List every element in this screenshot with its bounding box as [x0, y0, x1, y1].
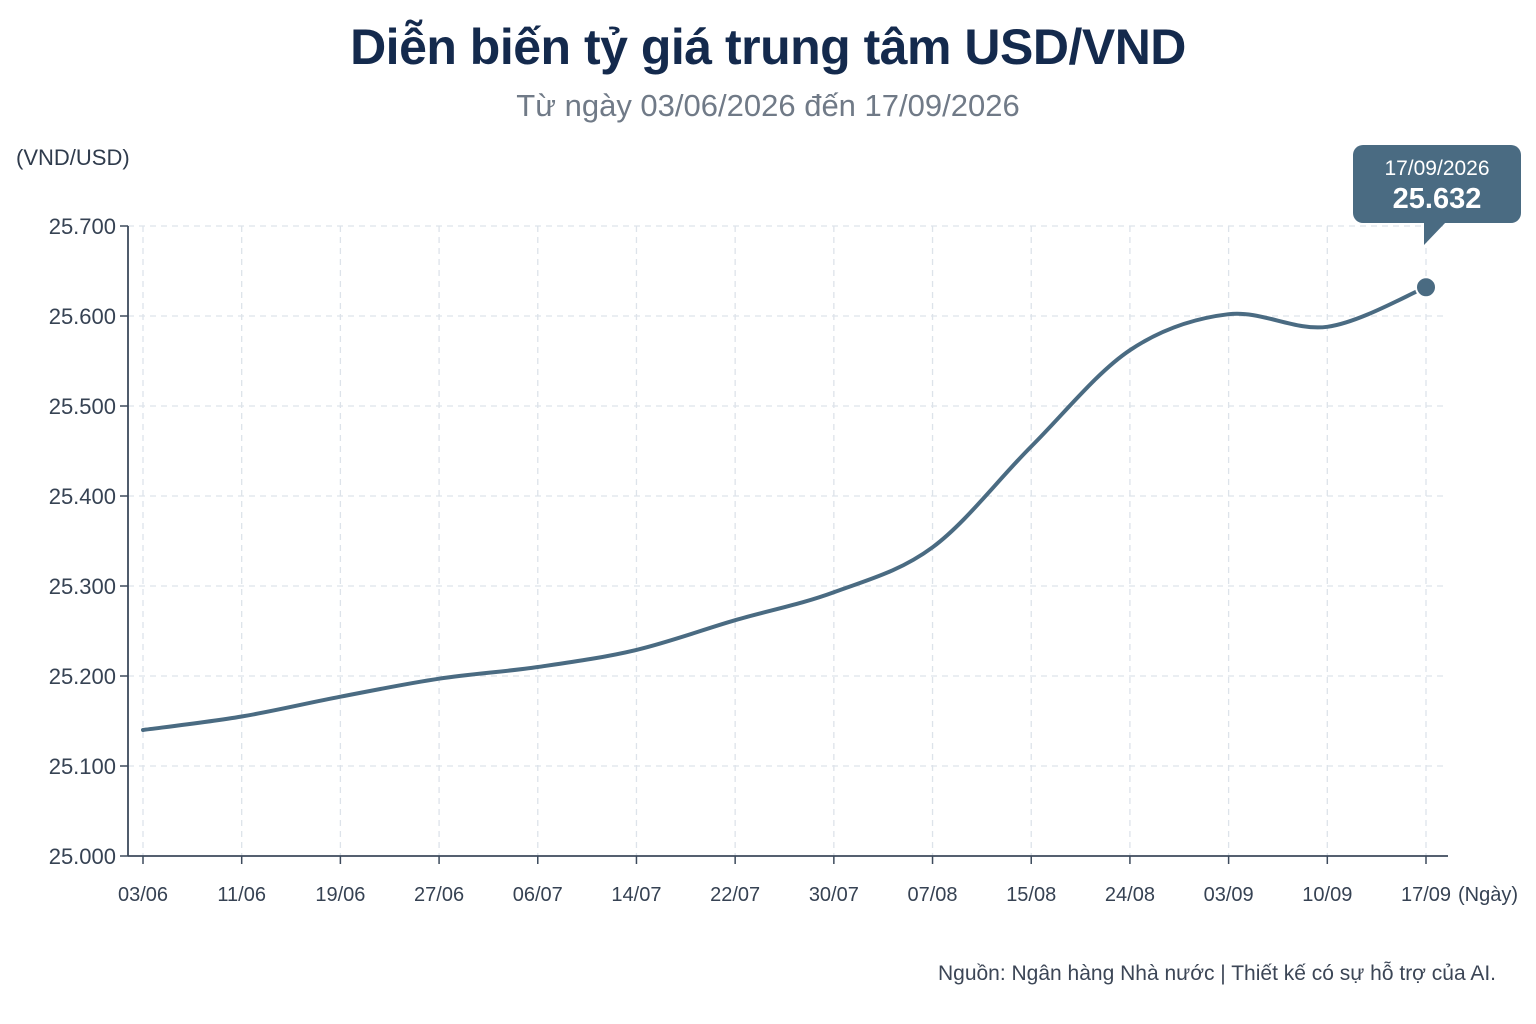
chart-title: Diễn biến tỷ giá trung tâm USD/VND	[350, 19, 1186, 75]
y-tick-label: 25.300	[49, 574, 116, 599]
x-tick-label: 22/07	[710, 884, 760, 906]
x-tick-label: 11/06	[217, 884, 266, 906]
x-tick-label: 17/09	[1401, 884, 1451, 906]
y-tick-label: 25.500	[49, 394, 116, 419]
tooltip-value: 25.632	[1393, 183, 1482, 215]
y-tick-label: 25.100	[49, 754, 116, 779]
tooltip-box	[1353, 145, 1521, 223]
x-tick-label: 06/07	[513, 884, 563, 906]
x-axis-unit-label: (Ngày)	[1458, 884, 1518, 906]
y-tick-label: 25.000	[49, 844, 116, 869]
source-note: Nguồn: Ngân hàng Nhà nước | Thiết kế có …	[937, 962, 1496, 985]
tooltip-pointer	[1424, 222, 1446, 245]
y-axis-unit-label: (VND/USD)	[16, 145, 130, 170]
tooltip-date: 17/09/2026	[1384, 157, 1489, 180]
series-line	[141, 285, 1428, 732]
x-tick-label: 07/08	[908, 884, 958, 906]
x-tick-label: 14/07	[611, 884, 661, 906]
y-tick-label: 25.400	[49, 484, 116, 509]
x-tick-label: 03/06	[118, 884, 168, 906]
chart-subtitle: Từ ngày 03/06/2026 đến 17/09/2026	[516, 88, 1020, 123]
x-tick-label: 24/08	[1105, 884, 1155, 906]
x-tick-label: 10/09	[1302, 884, 1352, 906]
x-tick-label: 27/06	[414, 884, 464, 906]
x-tick-label: 03/09	[1204, 884, 1254, 906]
y-tick-label: 25.600	[49, 304, 116, 329]
x-tick-label: 19/06	[315, 884, 365, 906]
y-tick-label: 25.200	[49, 664, 116, 689]
x-tick-label: 15/08	[1006, 884, 1056, 906]
y-tick-label: 25.700	[49, 214, 116, 239]
highlight-point	[1415, 276, 1437, 299]
x-tick-label: 30/07	[809, 884, 859, 906]
